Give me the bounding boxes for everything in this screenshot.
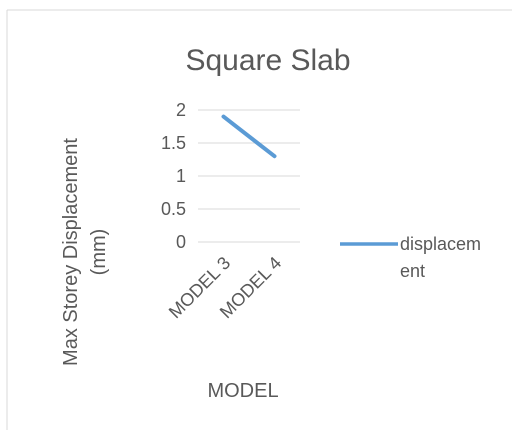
series-lines [221,114,277,159]
grid-lines [198,109,300,243]
y-tick-label: 0.5 [161,199,186,219]
y-tick-label: 1 [176,166,186,186]
legend-label-line-1: displacem [400,234,481,254]
y-tick-label: 2 [176,100,186,120]
y-tick-labels: 0 0.5 1 1.5 2 [161,100,186,252]
y-tick-label: 1.5 [161,133,186,153]
legend: displacem ent [340,234,481,281]
y-tick-label: 0 [176,232,186,252]
y-axis-title-line-2: (mm) [88,229,110,276]
y-axis-title: Max Storey Displacement (mm) [60,138,110,366]
y-axis-title-line-1: Max Storey Displacement [60,138,82,366]
legend-label-line-2: ent [400,261,425,281]
chart-title: Square Slab [185,44,350,77]
x-axis-title: MODEL [207,380,278,402]
series-line [221,114,277,159]
